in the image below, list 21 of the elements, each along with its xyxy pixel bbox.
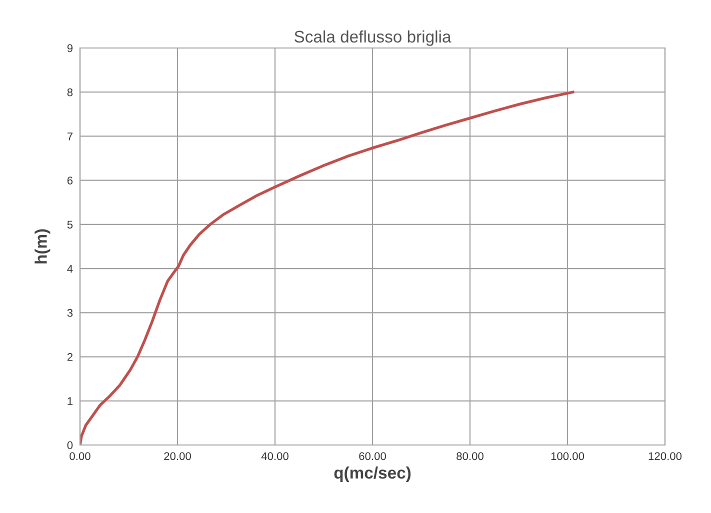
y-tick-label: 2: [67, 353, 72, 361]
y-tick-label: 7: [67, 132, 72, 140]
y-tick-label: 4: [67, 264, 73, 273]
x-tick-label: 20.00: [164, 452, 191, 460]
y-tick-label: 0: [67, 441, 73, 450]
x-tick-label: 100.00: [551, 452, 584, 460]
x-tick-label: 120.00: [648, 452, 682, 460]
x-tick-label: 80.00: [456, 452, 484, 460]
chart-title: Scala deflusso briglia: [294, 30, 452, 46]
y-tick-label: 5: [67, 220, 73, 229]
y-tick-label: 8: [67, 88, 73, 96]
x-tick-label: 60.00: [359, 452, 386, 460]
y-axis-title: h(m): [34, 229, 50, 264]
x-tick-label: 0.00: [70, 452, 90, 460]
x-tick-label: 40.00: [261, 452, 288, 460]
line-series: [80, 90, 574, 445]
y-tick-label: 6: [67, 176, 73, 184]
x-axis-title: q(mc/sec): [334, 466, 411, 482]
y-tick-label: 1: [68, 397, 73, 405]
y-tick-label: 9: [67, 44, 73, 52]
y-tick-label: 3: [67, 308, 73, 317]
